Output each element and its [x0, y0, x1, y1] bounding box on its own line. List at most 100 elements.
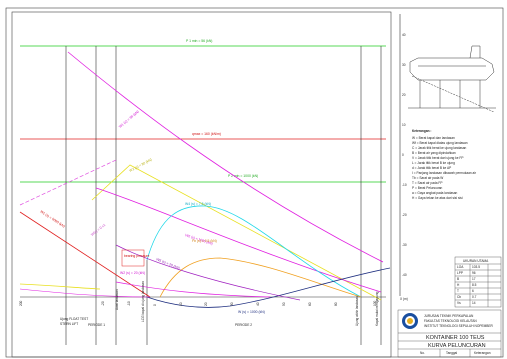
dashed-curve [19, 159, 117, 206]
legend-items: W = Berat kapal dan landasan Wf = Berat … [412, 136, 477, 200]
right-tick: -30 [402, 243, 407, 247]
lower-magenta-curve [115, 281, 271, 298]
x-tick: 0 [153, 304, 157, 306]
title-block [397, 309, 502, 358]
legend-item: I = Panjang landasan dibawah permukaan a… [412, 171, 477, 175]
svg-text:T: T [457, 289, 459, 293]
cyan-label: W4 (s) = 7.5 (kN) [185, 202, 211, 206]
titleblock-no: No. [420, 351, 425, 355]
right-axis-ticks: 40 30 20 10 0 -10 -20 -30 -40 X (m) [400, 33, 408, 301]
legend-item: B = Berat air yang dipindahkan [412, 151, 456, 155]
legend-item: Tb = Sarat air pada W [412, 176, 443, 180]
mid-green-label: P 2 min = 1000 (kN) [228, 174, 258, 178]
yellow-low-curve [19, 283, 101, 290]
start-label: Awal landasan [115, 289, 119, 310]
purple-curve [115, 244, 301, 301]
its-logo [402, 313, 418, 329]
navy-curve [146, 267, 391, 308]
yellow-curve [91, 164, 382, 301]
legend-item: Wf = Berat kapal diatas ujung landasan [412, 141, 468, 145]
x-tick: 50 [282, 302, 286, 306]
baseline-magenta-curve [19, 288, 151, 298]
main-dimension-table [454, 256, 502, 308]
periode2-label: PERIODE 2 [235, 323, 252, 327]
right-tick: 0 [402, 153, 404, 157]
svg-text:8.5: 8.5 [472, 283, 477, 287]
svg-text:14: 14 [472, 301, 476, 305]
magenta-steep-label: W1 (s) = 98 (kN) [118, 110, 140, 129]
right-tick: 30 [402, 63, 406, 67]
x-tick: 80 [334, 302, 338, 306]
right-tick: 20 [402, 93, 406, 97]
red-line-label: W1 (s) = 5000 (kN) [39, 209, 65, 228]
x-tick: 10 [179, 302, 183, 306]
periode1-label: PERIODE 1 [88, 323, 105, 327]
legend-item: a = Gaya angkat pada landasan [412, 191, 458, 195]
end-label: Ujung akhir landasan [355, 296, 359, 326]
svg-text:17: 17 [472, 277, 476, 281]
right-tick: -10 [402, 183, 407, 187]
right-tick: -20 [402, 213, 407, 217]
legend-item: C = Jarak titik berat ke ujung landasan [412, 146, 467, 150]
purple-label: W5 (s) = 20 (kN) [156, 257, 181, 270]
svg-text:6: 6 [472, 289, 474, 293]
legend-item: T = Sarat air pada FP [412, 181, 443, 185]
institution-line-1: JURUSAN TEKNIK PERKAPALAN [424, 314, 474, 318]
svg-text:LPP: LPP [457, 271, 463, 275]
svg-text:96: 96 [472, 271, 476, 275]
fore-poppet-label: Ujung FLOAT TEST [60, 317, 88, 321]
svg-text:Vs: Vs [457, 301, 461, 305]
red-label: qmax = 160 (kN/m) [192, 132, 221, 136]
legend-item: L = Jarak titik berat B ke ujung [412, 161, 455, 165]
titleblock-remark: Keterangan [474, 351, 491, 355]
magenta-mid-curve [95, 187, 382, 293]
x-tick: 20 [204, 302, 208, 306]
periode3-label: Kapal mulai mengapung [375, 291, 379, 326]
svg-text:0.7: 0.7 [472, 295, 477, 299]
legend-item: W = Berat kapal dan landasan [412, 136, 455, 140]
lower-magenta-label: W2 (s) = 20 (kN) [120, 271, 145, 275]
x-tick: -10 [127, 301, 131, 306]
right-tick: -40 [402, 273, 407, 277]
svg-text:Cb: Cb [457, 295, 461, 299]
dashed-label: W(s) = 0 x1 [90, 223, 106, 237]
x-tick: 200 [19, 300, 23, 306]
svg-text:H: H [457, 283, 460, 287]
table-title: UKURAN UTAMA [463, 259, 489, 263]
project-name: KONTAINER 100 TEUS [426, 335, 485, 341]
magenta-steep-curve [67, 51, 384, 263]
red-diagonal-curve [19, 211, 151, 298]
orange-curve [159, 257, 362, 298]
drawing-title: KURVA PELUNCURAN [428, 343, 486, 349]
x-tick: -20 [101, 301, 105, 306]
table-rows: LOA 103.5 LPP 96 B 17 H 8.5 T 6 Cb 0.7 Vs 14 [457, 265, 480, 305]
right-tick: 40 [402, 33, 406, 37]
x-tick-labels: 200 -20 -10 0 10 20 30 40 50 60 80 100 [19, 300, 377, 306]
x-tick: 60 [308, 302, 312, 306]
top-green-label: P 1 min = 56 (kN) [186, 39, 212, 43]
svg-text:103.5: 103.5 [472, 265, 480, 269]
legend-item: d = Jarak titik berat B ke AP [412, 166, 451, 170]
titleblock-date: Tanggal [446, 351, 457, 355]
legend-item: H = Gaya tekan ke atas dari sisi sisi [412, 196, 463, 200]
x-tick: 100 [373, 300, 377, 306]
red-box-label: bearing pressure [124, 254, 150, 258]
ship-profile-sketch [408, 45, 496, 113]
navy-label: W (s) = 1000 (kN) [238, 310, 265, 314]
x-tick: 30 [230, 302, 234, 306]
red-box [121, 249, 145, 267]
svg-text:B: B [457, 277, 459, 281]
legend-item: P = Berat Peluncuran [412, 186, 443, 190]
lcg-label: LCG kapal di ujung landasan [141, 281, 145, 322]
legend-title: Keterangan : [412, 129, 431, 133]
cyan-curve [146, 205, 362, 298]
stern-lift-label: STERN LIFT [60, 322, 78, 326]
legend-item: V = Jarak titik berat dari ujung ke FP [412, 156, 463, 160]
x-tick: 40 [256, 302, 260, 306]
institution-line-3: INSTITUT TEKNOLOGI SEPULUH NOPEMBER [424, 324, 493, 328]
institution-line-2: FAKULTAS TEKNOLOGI KELAUTAN [424, 319, 477, 323]
svg-text:LOA: LOA [457, 265, 464, 269]
right-axis-label: X (m) [400, 297, 408, 301]
